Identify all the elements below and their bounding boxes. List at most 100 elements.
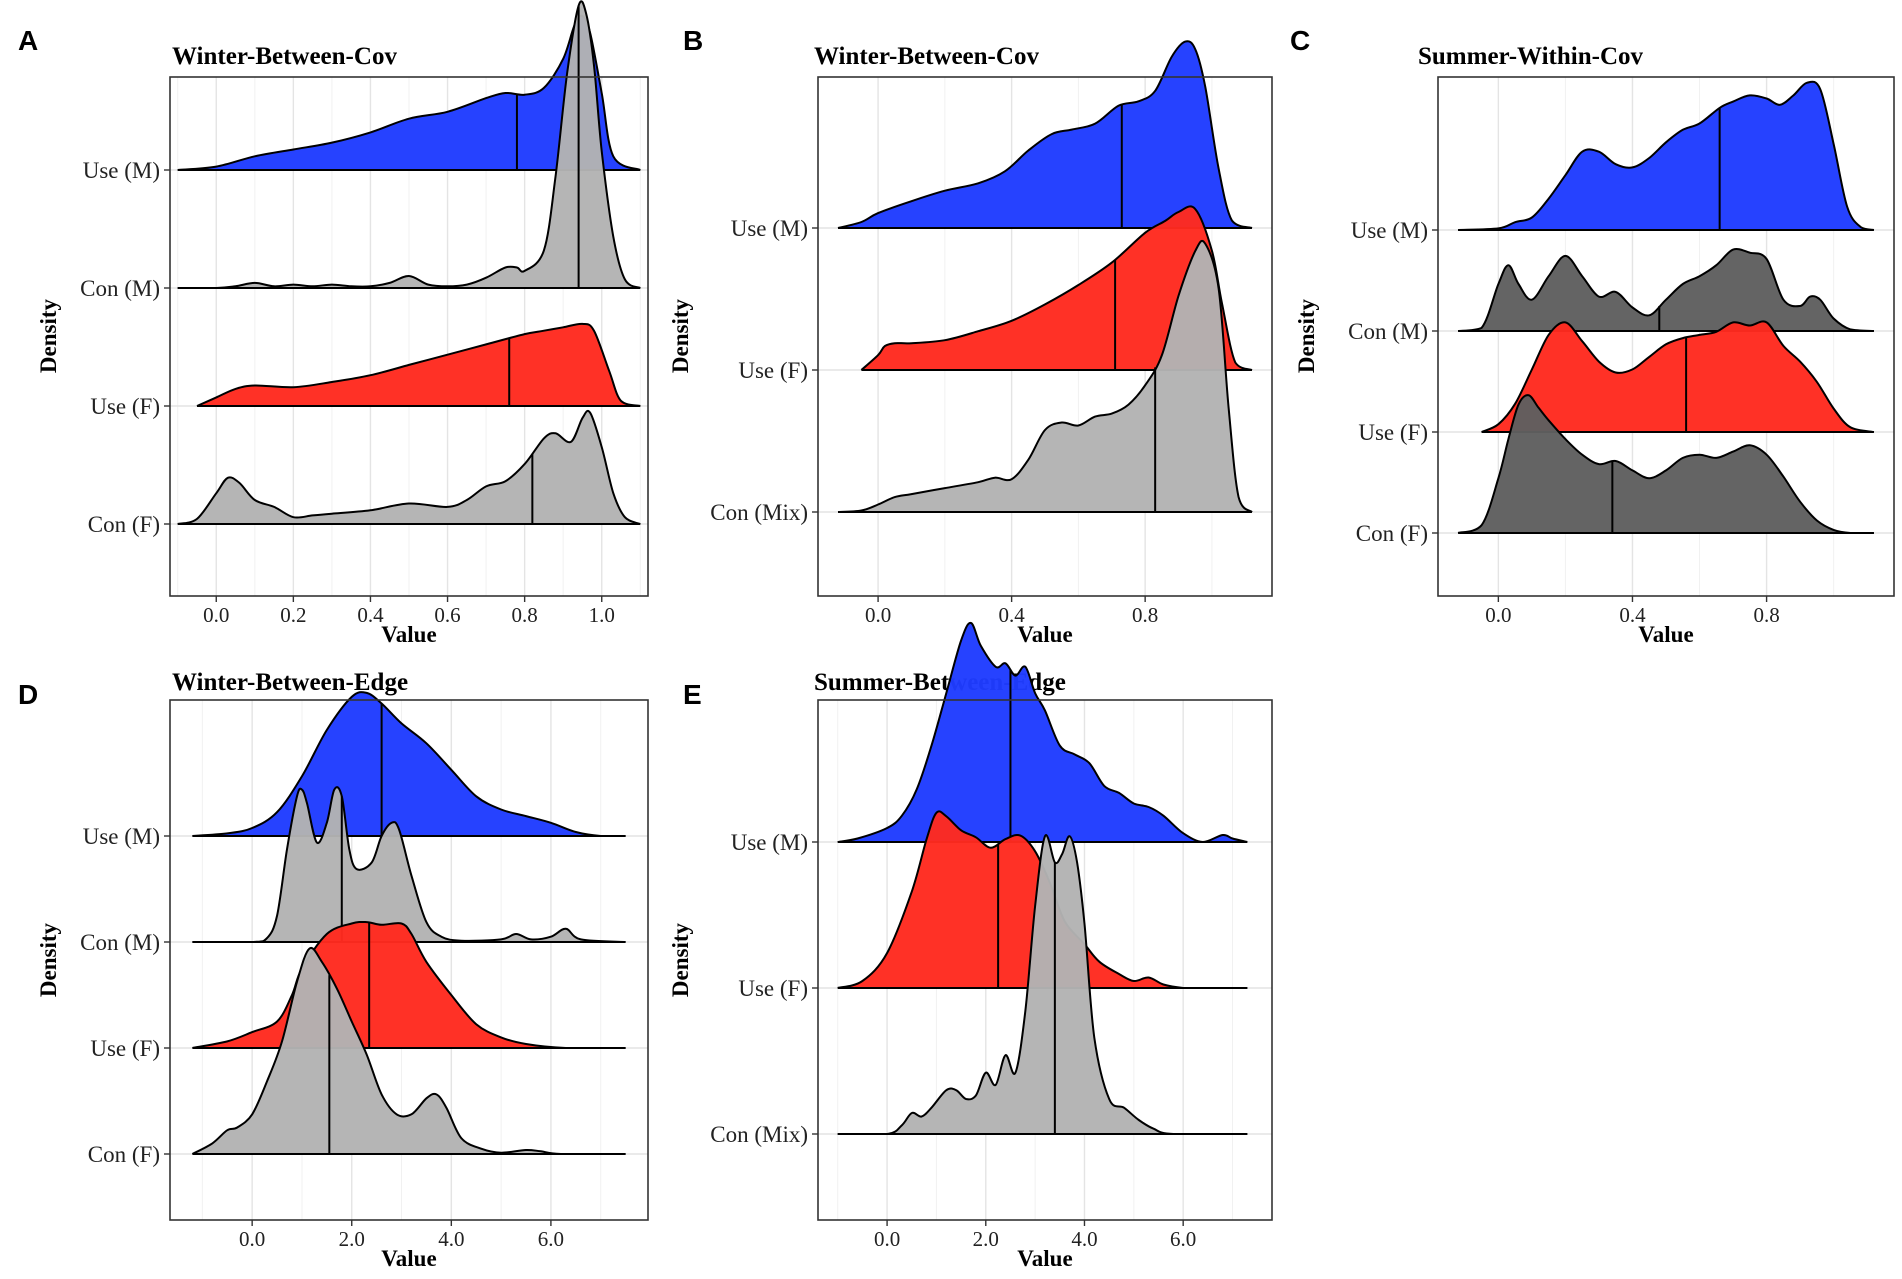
- x-tick-label: 0.8: [1132, 603, 1158, 627]
- panel-label-a: A: [18, 25, 38, 56]
- density-outline-use-f: [837, 810, 1248, 989]
- x-tick-label: 0.4: [1619, 603, 1646, 627]
- x-axis-title: Value: [381, 1246, 436, 1271]
- density-outline-use-m: [1458, 80, 1875, 231]
- density-area-con-f: [1458, 395, 1874, 533]
- panel-c: C Summer-Within-Cov Use (M) Con (M) Use (F) C…: [1290, 25, 1895, 647]
- y-axis-title: Density: [668, 298, 693, 373]
- density-area-use-f: [197, 323, 641, 406]
- panel-title: Winter-Between-Cov: [172, 43, 397, 70]
- y-tick-label-con-f: Con (F): [1356, 521, 1428, 546]
- density-area-use-m: [177, 15, 641, 170]
- x-tick-label: 6.0: [1170, 1227, 1196, 1251]
- ridge-con-m: [177, 0, 641, 289]
- density-area-use-f: [861, 206, 1252, 370]
- x-tick-label: 4.0: [438, 1227, 464, 1251]
- density-outline-use-m: [192, 691, 626, 837]
- x-tick-label: 0.8: [1753, 603, 1779, 627]
- panel-d: D Winter-Between-Edge Use (M) Con (M) Use (F…: [18, 669, 649, 1271]
- density-outline-con-f: [191, 946, 626, 1156]
- density-area-use-m: [1458, 81, 1874, 230]
- y-axis-title: Density: [36, 922, 61, 997]
- y-tick-label-use-f: Use (F): [738, 976, 808, 1001]
- ridge-con-f: [177, 409, 641, 525]
- y-tick-label-use-f: Use (F): [1358, 420, 1428, 445]
- x-tick-label: 0.0: [239, 1227, 265, 1251]
- ridge-con-m: [1457, 247, 1874, 332]
- panel-border: [169, 699, 649, 1221]
- x-tick-label: 0.4: [357, 603, 384, 627]
- y-tick-label-con-m: Con (M): [80, 276, 160, 301]
- y-tick-label-con-f: Con (F): [88, 1142, 160, 1167]
- density-outline-con-f: [177, 409, 641, 525]
- y-tick-label-con-m: Con (M): [1348, 319, 1428, 344]
- x-tick-label: 0.4: [998, 603, 1025, 627]
- panel-border: [1437, 76, 1895, 597]
- density-area-con-m: [192, 787, 626, 942]
- panel-label-e: E: [683, 679, 702, 710]
- panel-title: Winter-Between-Edge: [172, 669, 408, 696]
- density-area-use-m: [837, 622, 1248, 842]
- density-area-con-mix: [837, 835, 1248, 1134]
- x-tick-label: 0.0: [874, 1227, 900, 1251]
- x-tick-label: 0.8: [512, 603, 538, 627]
- y-axis-title: Density: [36, 298, 61, 373]
- density-area-con-f: [192, 947, 626, 1154]
- x-axis-title: Value: [1017, 1246, 1072, 1271]
- y-tick-label-use-f: Use (F): [90, 394, 160, 419]
- ridge-use-m: [837, 40, 1253, 229]
- y-axis-title: Density: [1294, 298, 1319, 373]
- y-axis-title: Density: [668, 922, 693, 997]
- x-tick-label: 2.0: [973, 1227, 999, 1251]
- ridge-use-f: [860, 205, 1253, 371]
- x-tick-label: 0.0: [203, 603, 229, 627]
- panel-title: Winter-Between-Cov: [814, 43, 1039, 70]
- panel-label-d: D: [18, 679, 38, 710]
- x-axis-title: Value: [1638, 622, 1693, 647]
- x-axis-title: Value: [1017, 622, 1072, 647]
- ridge-use-f: [196, 322, 641, 407]
- density-area-con-f: [177, 410, 641, 524]
- x-tick-label: 1.0: [589, 603, 615, 627]
- panel-label-c: C: [1290, 25, 1310, 56]
- density-outline-use-f: [196, 322, 641, 407]
- density-outline-con-mix: [837, 834, 1248, 1136]
- y-tick-label-con-f: Con (F): [88, 512, 160, 537]
- density-area-con-m: [1458, 248, 1874, 331]
- density-outline-con-f: [1457, 394, 1874, 534]
- x-tick-label: 2.0: [339, 1227, 365, 1251]
- ridge-use-m: [1458, 80, 1875, 231]
- ridge-con-f: [191, 946, 626, 1156]
- density-outline-con-m: [192, 786, 626, 943]
- density-outline-use-f: [1481, 320, 1875, 433]
- density-area-use-f: [1481, 321, 1874, 432]
- x-tick-label: 0.6: [434, 603, 460, 627]
- panel-border: [169, 76, 649, 597]
- density-outline-con-mix: [837, 239, 1253, 513]
- panel-b: B Winter-Between-Cov Use (M) Use (F) Con (Mi…: [668, 25, 1273, 647]
- x-tick-label: 6.0: [538, 1227, 564, 1251]
- ridge-con-mix: [837, 239, 1253, 513]
- density-outline-use-f: [860, 205, 1253, 371]
- y-tick-label-use-m: Use (M): [83, 158, 160, 183]
- y-tick-label-use-m: Use (M): [731, 216, 808, 241]
- density-area-con-m: [177, 1, 641, 288]
- x-tick-label: 0.0: [1485, 603, 1511, 627]
- panel-a: A Winter-Between-Cov Use (M) Con (M) Use (F)…: [18, 0, 649, 647]
- density-outline-con-m: [177, 0, 641, 289]
- density-outline-use-m: [837, 40, 1253, 229]
- y-tick-label-use-f: Use (F): [90, 1036, 160, 1061]
- panel-label-b: B: [683, 25, 703, 56]
- ridge-use-f: [1481, 320, 1875, 433]
- density-area-con-mix: [838, 240, 1252, 512]
- panel-border: [817, 76, 1273, 597]
- ridge-con-f: [1457, 394, 1874, 534]
- density-area-use-m: [838, 41, 1252, 229]
- x-tick-label: 4.0: [1071, 1227, 1097, 1251]
- y-tick-label-use-f: Use (F): [738, 358, 808, 383]
- panel-title: Summer-Within-Cov: [1418, 43, 1644, 70]
- y-tick-label-con-mix: Con (Mix): [710, 500, 808, 525]
- x-axis-title: Value: [381, 622, 436, 647]
